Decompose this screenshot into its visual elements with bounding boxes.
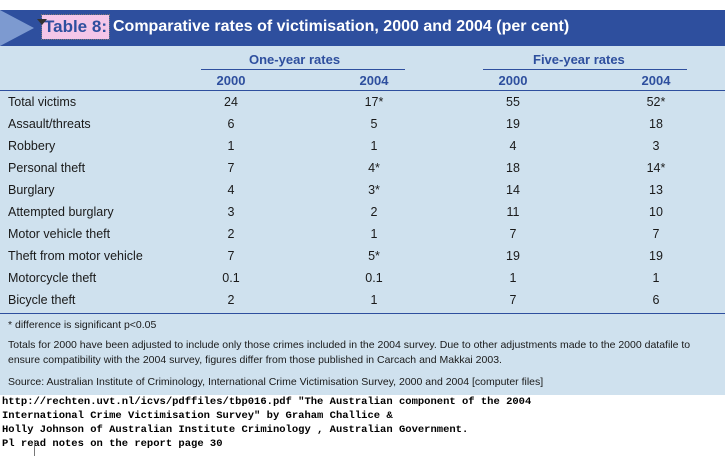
cell: 18 (649, 117, 663, 131)
cell: 0.1 (365, 271, 383, 285)
divider (34, 440, 35, 456)
row-label: Assault/threats (8, 117, 91, 131)
table-row: Assault/threats 6 5 19 18 (0, 114, 725, 136)
table-bottom-rule (0, 313, 725, 314)
cell: 3 (652, 139, 660, 153)
cell: 7 (227, 249, 235, 263)
significance-note: * difference is significant p<0.05 (8, 319, 157, 331)
cell: 14 (506, 183, 520, 197)
row-label: Total victims (8, 95, 77, 109)
cell: 5 (370, 117, 378, 131)
cell: 1 (370, 139, 378, 153)
table-row: Theft from motor vehicle 7 5* 19 19 (0, 246, 725, 268)
row-label: Robbery (8, 139, 56, 153)
reference-line: Holly Johnson of Australian Institute Cr… (2, 424, 469, 436)
row-label: Motor vehicle theft (8, 227, 111, 241)
cell: 1 (652, 271, 660, 285)
table-row: Motorcycle theft 0.1 0.1 1 1 (0, 268, 725, 290)
cell: 11 (506, 205, 520, 219)
cell: 5* (368, 249, 380, 263)
cell: 19 (649, 249, 663, 263)
table-row: Total victims 24 17* 55 52* (0, 92, 725, 114)
reference-line: International Crime Victimisation Survey… (2, 410, 393, 422)
cell: 18 (506, 161, 520, 175)
row-label: Attempted burglary (8, 205, 114, 219)
year-header: 2000 (216, 73, 246, 88)
cell: 0.1 (222, 271, 240, 285)
row-label: Theft from motor vehicle (8, 249, 143, 263)
cell: 7 (509, 227, 517, 241)
table-row: Motor vehicle theft 2 1 7 7 (0, 224, 725, 246)
cell: 19 (506, 117, 520, 131)
cell: 2 (370, 205, 378, 219)
cell: 4 (227, 183, 235, 197)
table-panel: Table 8: Comparative rates of victimisat… (0, 10, 725, 395)
table-row: Bicycle theft 2 1 7 6 (0, 290, 725, 312)
table-row: Attempted burglary 3 2 11 10 (0, 202, 725, 224)
cell: 19 (506, 249, 520, 263)
group-header-five-year: Five-year rates (533, 52, 625, 67)
cell: 6 (652, 293, 660, 307)
row-label: Motorcycle theft (8, 271, 97, 285)
cell: 4 (509, 139, 517, 153)
cell: 3 (227, 205, 235, 219)
cell: 4* (368, 161, 380, 175)
adjustment-note: Totals for 2000 have been adjusted to in… (8, 339, 691, 366)
cursor-marker-icon (37, 19, 47, 25)
cell: 2 (227, 293, 235, 307)
cell: 10 (649, 205, 663, 219)
cell: 3* (368, 183, 380, 197)
group-rule-one-year (201, 69, 405, 70)
year-header: 2004 (359, 73, 389, 88)
reference-line: http://rechten.uvt.nl/icvs/pdffiles/tbp0… (2, 396, 532, 408)
cell: 1 (227, 139, 235, 153)
group-rule-five-year (483, 69, 687, 70)
table-title: Comparative rates of victimisation, 2000… (113, 18, 570, 35)
table-header: Table 8: Comparative rates of victimisat… (0, 10, 725, 46)
year-header: 2004 (641, 73, 671, 88)
reference-line: Pl read notes on the report page 30 (2, 438, 223, 450)
row-label: Bicycle theft (8, 293, 76, 307)
cell: 55 (506, 95, 520, 109)
table-body (0, 46, 725, 395)
table-row: Personal theft 7 4* 18 14* (0, 158, 725, 180)
cell: 17* (364, 95, 384, 109)
source-note: Source: Australian Institute of Criminol… (8, 376, 544, 388)
cell: 7 (652, 227, 660, 241)
row-label: Burglary (8, 183, 55, 197)
cell: 6 (227, 117, 235, 131)
table-row: Burglary 4 3* 14 13 (0, 180, 725, 202)
cell: 2 (227, 227, 235, 241)
year-header: 2000 (498, 73, 528, 88)
cell: 52* (646, 95, 666, 109)
cell: 7 (509, 293, 517, 307)
group-header-one-year: One-year rates (249, 52, 341, 67)
table-number-label: Table 8: (41, 14, 110, 40)
cell: 1 (370, 227, 378, 241)
cell: 7 (227, 161, 235, 175)
cell: 1 (509, 271, 517, 285)
cell: 24 (224, 95, 238, 109)
cell: 13 (649, 183, 663, 197)
cell: 14* (646, 161, 666, 175)
table-row: Robbery 1 1 4 3 (0, 136, 725, 158)
cell: 1 (370, 293, 378, 307)
header-rule (0, 90, 725, 91)
row-label: Personal theft (8, 161, 86, 175)
